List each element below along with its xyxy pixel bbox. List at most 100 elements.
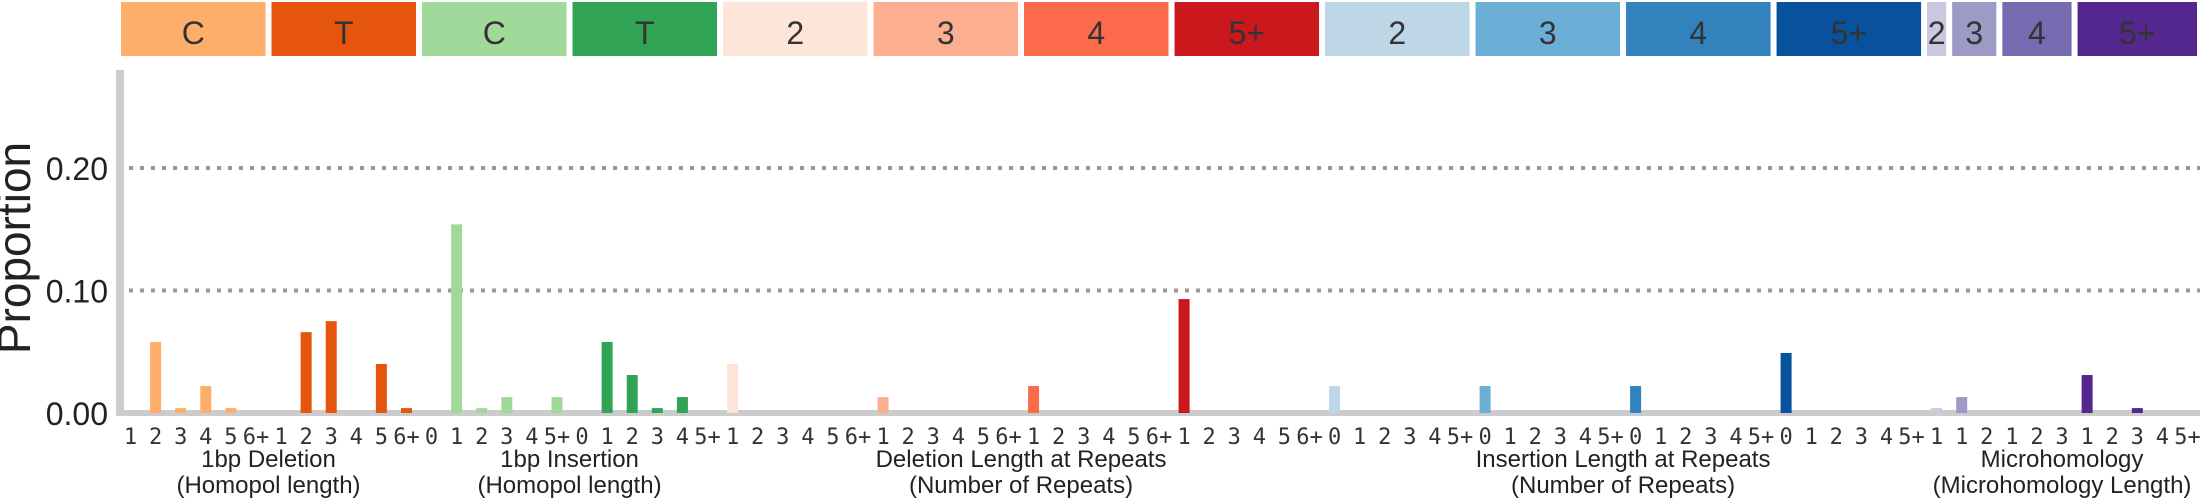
x-tick-label: 2 bbox=[902, 425, 915, 450]
category-header-box bbox=[1475, 2, 1621, 56]
x-tick-label: 4 bbox=[801, 425, 814, 450]
bar bbox=[1780, 352, 1792, 413]
x-tick-labels: 1 2 3 4 5 6+ 1 2 3 4 5 6+ 0 1 2 3 4 5+ 0 1 2 3 4 5+ 1 2 3 4 5 6+ 1 2 3 4 5… bbox=[124, 425, 2200, 450]
x-tick-label: 1 bbox=[124, 425, 137, 450]
category-header-box bbox=[1927, 2, 1947, 56]
category-header-label: 2 bbox=[1388, 15, 1406, 51]
x-tick-label: 6+ bbox=[995, 425, 1022, 450]
category-header-label: 5+ bbox=[1229, 15, 1265, 51]
category-header-label: 4 bbox=[1689, 15, 1707, 51]
x-tick-label: 5+ bbox=[1898, 425, 1925, 450]
x-tick-label: 6+ bbox=[243, 425, 270, 450]
group-title: Deletion Length at Repeats bbox=[876, 446, 1167, 473]
bar bbox=[1956, 397, 1968, 413]
category-header-label: T bbox=[635, 15, 655, 51]
bar bbox=[1630, 386, 1642, 413]
bar bbox=[1028, 386, 1040, 413]
x-tick-label: 2 bbox=[1529, 425, 1542, 450]
x-tick-label: 1 bbox=[2080, 425, 2093, 450]
x-tick-label: 1 bbox=[450, 425, 463, 450]
x-tick-label: 1 bbox=[1353, 425, 1366, 450]
x-tick-label: 4 bbox=[525, 425, 538, 450]
x-tick-label: 5+ bbox=[1447, 425, 1474, 450]
x-tick-label: 4 bbox=[676, 425, 689, 450]
group-title: (Microhomology Length) bbox=[1933, 472, 2192, 499]
x-tick-label: 5 bbox=[375, 425, 388, 450]
category-header-label: 4 bbox=[1087, 15, 1105, 51]
x-tick-label: 5+ bbox=[1597, 425, 1624, 450]
group-title: (Number of Repeats) bbox=[909, 472, 1133, 499]
x-tick-label: 5 bbox=[1127, 425, 1140, 450]
x-tick-label: 4 bbox=[1102, 425, 1115, 450]
bar bbox=[2131, 408, 2143, 413]
x-tick-label: 3 bbox=[1704, 425, 1717, 450]
bar bbox=[501, 397, 513, 413]
category-header-box bbox=[873, 2, 1019, 56]
x-tick-label: 1 bbox=[1654, 425, 1667, 450]
category-header-label: 2 bbox=[786, 15, 804, 51]
bar bbox=[626, 375, 638, 413]
x-tick-label: 1 bbox=[1930, 425, 1943, 450]
bar bbox=[476, 408, 488, 413]
x-tick-label: 2 bbox=[2030, 425, 2043, 450]
x-tick-label: 3 bbox=[776, 425, 789, 450]
x-axis-line bbox=[116, 410, 2200, 416]
category-header-box bbox=[1952, 2, 1997, 56]
x-tick-label: 3 bbox=[1554, 425, 1567, 450]
x-tick-label: 2 bbox=[626, 425, 639, 450]
x-tick-label: 3 bbox=[325, 425, 338, 450]
x-tick-label: 4 bbox=[952, 425, 965, 450]
category-header-box bbox=[2077, 2, 2197, 56]
x-tick-label: 1 bbox=[876, 425, 889, 450]
x-tick-label: 6+ bbox=[1146, 425, 1173, 450]
x-tick-label: 6+ bbox=[393, 425, 420, 450]
bar bbox=[727, 364, 739, 413]
x-tick-label: 3 bbox=[1855, 425, 1868, 450]
x-tick-label: 0 bbox=[1478, 425, 1491, 450]
x-tick-label: 0 bbox=[1328, 425, 1341, 450]
bar bbox=[300, 332, 312, 413]
category-header-box bbox=[572, 2, 718, 56]
x-tick-label: 4 bbox=[1428, 425, 1441, 450]
category-header-box bbox=[1174, 2, 1320, 56]
group-title: (Homopol length) bbox=[477, 472, 661, 499]
x-tick-label: 5+ bbox=[1748, 425, 1775, 450]
x-tick-label: 3 bbox=[651, 425, 664, 450]
x-tick-label: 1 bbox=[1955, 425, 1968, 450]
x-tick-label: 1 bbox=[1177, 425, 1190, 450]
bar bbox=[1479, 386, 1491, 413]
x-tick-label: 5+ bbox=[694, 425, 721, 450]
x-tick-label: 3 bbox=[2055, 425, 2068, 450]
category-header-box bbox=[1325, 2, 1470, 56]
bar bbox=[325, 321, 337, 413]
group-title: (Homopol length) bbox=[176, 472, 360, 499]
category-header-box bbox=[121, 2, 266, 56]
bar bbox=[451, 224, 463, 413]
x-tick-label: 2 bbox=[1378, 425, 1391, 450]
category-header-label: C bbox=[483, 15, 506, 51]
x-tick-label: 1 bbox=[1504, 425, 1517, 450]
x-tick-label: 4 bbox=[1579, 425, 1592, 450]
x-tick-label: 3 bbox=[1228, 425, 1241, 450]
bar bbox=[225, 408, 237, 413]
x-tick-label: 5+ bbox=[544, 425, 571, 450]
x-tick-label: 4 bbox=[1729, 425, 1742, 450]
category-header-label: T bbox=[334, 15, 354, 51]
x-tick-label: 5+ bbox=[2174, 425, 2200, 450]
x-tick-label: 2 bbox=[751, 425, 764, 450]
bar bbox=[1329, 386, 1341, 413]
category-header-label: 2 bbox=[1928, 15, 1946, 51]
x-tick-label: 4 bbox=[2156, 425, 2169, 450]
x-tick-label: 6+ bbox=[845, 425, 872, 450]
x-tick-label: 4 bbox=[1880, 425, 1893, 450]
bar bbox=[375, 364, 387, 413]
x-tick-label: 2 bbox=[1980, 425, 1993, 450]
x-tick-label: 1 bbox=[1027, 425, 1040, 450]
category-header-label: 3 bbox=[1539, 15, 1557, 51]
x-tick-label: 0 bbox=[1629, 425, 1642, 450]
y-tick-label: 0.20 bbox=[46, 151, 108, 187]
category-header-label: 3 bbox=[1965, 15, 1983, 51]
x-tick-label: 4 bbox=[1253, 425, 1266, 450]
category-header-box bbox=[2002, 2, 2072, 56]
category-header-box bbox=[1626, 2, 1771, 56]
